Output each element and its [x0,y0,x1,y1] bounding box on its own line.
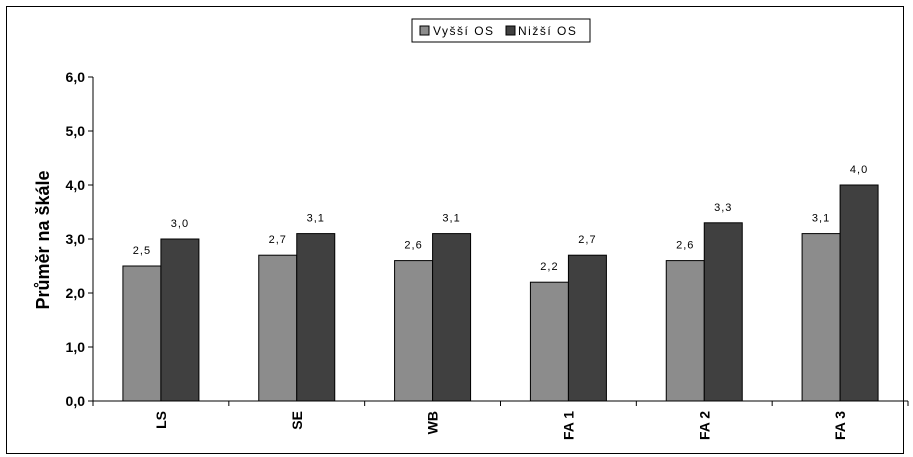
bar-nizsi-os [432,233,472,402]
bar-vyssi-os [258,254,298,402]
bar-nizsi-os [160,238,200,402]
data-label: 2,6 [404,240,422,252]
legend: Vyšší OS Nižší OS [411,18,591,43]
plot-area: 0,0 1,0 2,0 3,0 4,0 5,0 6,0 2,5 3,0 LS 2,7 3,1 SE 2,6… [66,69,909,440]
y-tick-label: 4,0 [66,177,86,193]
bar-nizsi-os [703,222,743,402]
bar-nizsi-os [567,254,607,402]
y-tick-label: 0,0 [66,393,86,409]
bar-vyssi-os [122,265,162,402]
data-label: 2,7 [578,234,596,246]
legend-swatch-vyssi-os [419,25,430,36]
data-label: 3,0 [171,218,189,230]
y-tick-label: 2,0 [66,285,86,301]
legend-swatch-nizsi-os [505,25,516,36]
x-category-label: FA 3 [832,411,848,440]
y-axis-title: Průměr na škále [33,170,53,309]
legend-label-nizsi-os: Nižší OS [518,24,577,38]
x-category-label: FA 2 [696,411,712,440]
data-label: 2,7 [269,234,287,246]
y-tick-label: 5,0 [66,123,86,139]
data-label: 4,0 [850,164,868,176]
data-label: 3,1 [442,213,460,225]
y-tick-label: 3,0 [66,231,86,247]
x-category-label: LS [153,411,169,429]
data-label: 3,1 [307,213,325,225]
x-category-label: SE [289,411,305,430]
bar-vyssi-os [801,233,841,402]
y-tick-label: 1,0 [66,339,86,355]
data-label: 2,5 [133,245,151,257]
data-label: 2,6 [676,240,694,252]
data-label: 3,1 [812,213,830,225]
bar-vyssi-os [394,260,434,402]
x-category-label: FA 1 [560,411,576,440]
y-tick-label: 6,0 [66,69,86,85]
bar-nizsi-os [839,184,879,402]
x-category-label: WB [425,411,441,434]
bar-vyssi-os [529,281,569,402]
bar-vyssi-os [665,260,705,402]
bar-nizsi-os [296,233,336,402]
legend-box [411,18,591,43]
data-label: 2,2 [540,261,558,273]
legend-label-vyssi-os: Vyšší OS [433,24,495,38]
data-label: 3,3 [714,202,732,214]
